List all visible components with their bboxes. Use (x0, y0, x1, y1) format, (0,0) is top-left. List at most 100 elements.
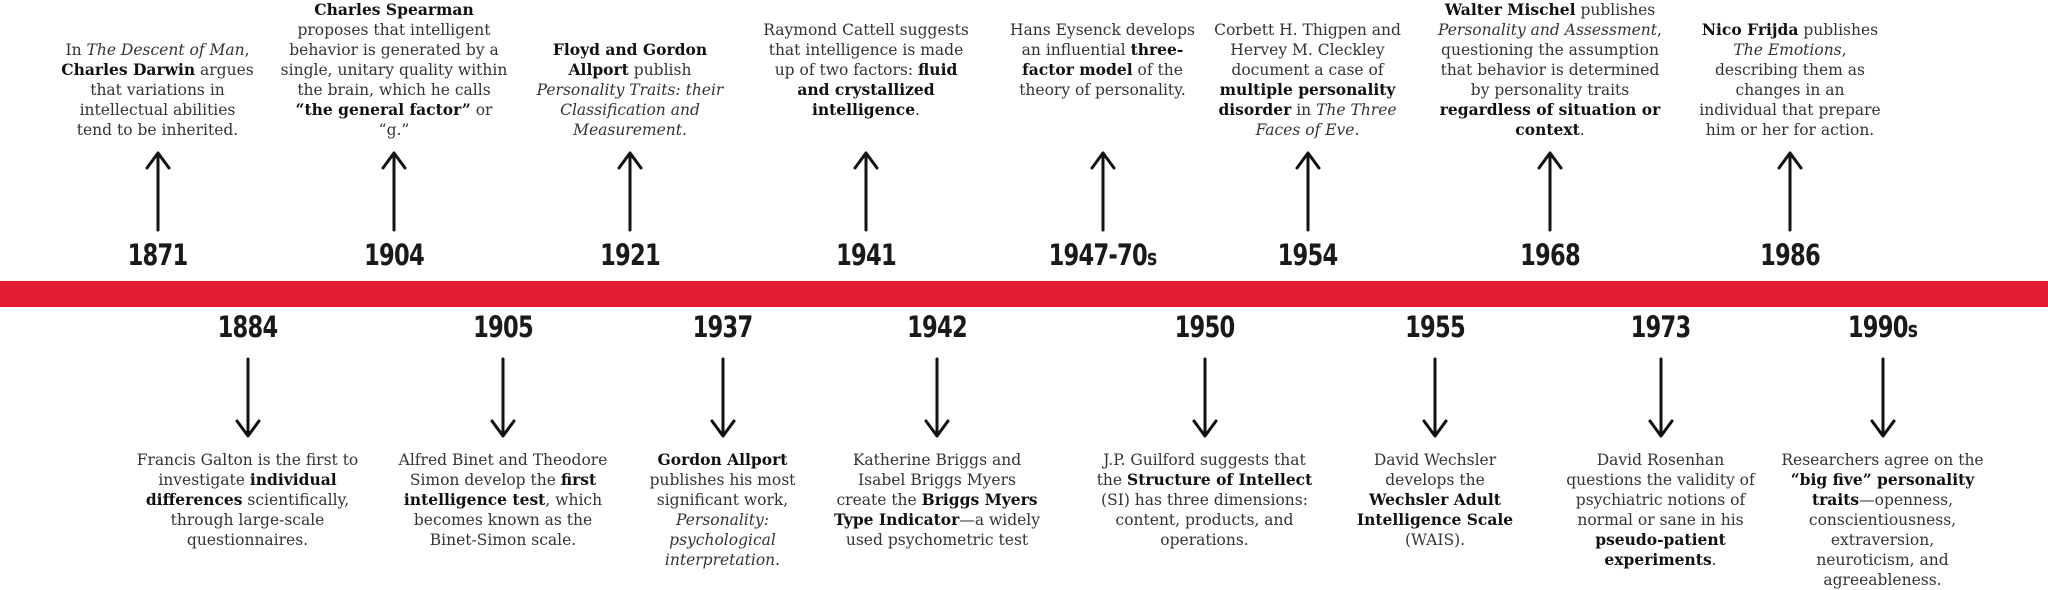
description-text: In (65, 41, 87, 59)
event-description: Katherine Briggs and Isabel Briggs Myers… (832, 450, 1042, 550)
event-1937: 1937 Gordon Allport publishes his most s… (640, 307, 805, 570)
title-italic-text: The Emotions (1733, 41, 1842, 59)
event-1921: Floyd and Gordon Allport publish Persona… (525, 0, 735, 280)
emphasis-bold-text: Wechsler Adult Intelligence Scale (1356, 490, 1514, 529)
event-1941: Raymond Cattell suggests that intelligen… (760, 0, 972, 280)
event-1954: Corbett H. Thigpen and Hervey M. Cleckle… (1200, 0, 1415, 280)
event-description: J.P. Guilford suggests that the Structur… (1092, 450, 1317, 550)
event-description: Francis Galton is the first to investiga… (135, 450, 360, 550)
event-1905: 1905 Alfred Binet and Theodore Simon dev… (392, 307, 614, 570)
event-description: Hans Eysenck develops an influential thr… (1010, 20, 1195, 100)
arrow-up-icon (381, 151, 407, 232)
event-year: 1871 (127, 238, 189, 272)
description-text: . (1354, 121, 1360, 139)
event-1871: In The Descent of Man, Charles Darwin ar… (60, 0, 255, 280)
event-1904: Charles Spearman proposes that intellige… (278, 0, 510, 280)
event-year: 1973 (1630, 310, 1692, 344)
event-year: 1884 (217, 310, 279, 344)
emphasis-bold-text: individual differences (145, 470, 337, 509)
emphasis-bold-text: Floyd and Gordon Allport (552, 40, 708, 79)
description-text: scientifically, through large-scale ques… (170, 491, 350, 549)
emphasis-bold-text: Nico Frijda (1701, 20, 1799, 39)
event-1950: 1950 J.P. Guilford suggests that the Str… (1092, 307, 1317, 570)
emphasis-bold-text: three-factor model (1022, 40, 1184, 79)
description-text: , (244, 41, 250, 59)
event-1884: 1884 Francis Galton is the first to inve… (135, 307, 360, 570)
emphasis-bold-text: Charles Spearman (314, 0, 474, 19)
event-description: Corbett H. Thigpen and Hervey M. Cleckle… (1200, 20, 1415, 140)
event-description: Nico Frijda publishes The Emotions, desc… (1695, 20, 1885, 140)
emphasis-bold-text: Charles Darwin (61, 60, 196, 79)
description-text: . (775, 551, 781, 569)
event-1955: 1955 David Wechsler develops the Wechsle… (1350, 307, 1520, 570)
event-year: 1990s (1847, 310, 1918, 344)
description-text: J.P. Guilford suggests that the (1096, 451, 1306, 489)
event-year: 1968 (1520, 238, 1581, 272)
event-year: 1947-70s (1048, 238, 1158, 272)
event-year: 1905 (473, 310, 534, 344)
emphasis-bold-text: first intelligence test (403, 470, 597, 509)
title-italic-text: The Descent of Man (86, 41, 245, 59)
emphasis-bold-text: “big five” personality traits (1790, 470, 1975, 509)
emphasis-bold-text: Walter Mischel (1444, 0, 1576, 19)
emphasis-bold-text: pseudo-patient experiments (1595, 530, 1726, 569)
emphasis-bold-text: fluid and crystallized intelligence (797, 60, 958, 119)
event-year: 1941 (836, 238, 897, 272)
description-text: Researchers agree on the (1781, 451, 1984, 469)
arrow-up-icon (1295, 151, 1320, 232)
event-1973: 1973 David Rosenhan questions the validi… (1558, 307, 1763, 570)
description-text: proposes that intelligent behavior is ge… (280, 21, 508, 99)
title-italic-text: Personality: psychological interpretatio… (664, 511, 776, 569)
arrow-down-icon (1870, 357, 1895, 438)
description-text: , questioning the assumption that behavi… (1440, 21, 1662, 99)
emphasis-bold-text: “the general factor” (295, 100, 471, 119)
description-text: (SI) has three dimensions: content, prod… (1101, 491, 1308, 549)
description-text: David Rosenhan questions the validity of… (1566, 451, 1755, 529)
event-description: Charles Spearman proposes that intellige… (278, 0, 510, 140)
arrow-down-icon (1648, 357, 1673, 438)
description-text: Francis Galton is the first to investiga… (136, 451, 359, 489)
description-text: . (1579, 121, 1585, 139)
arrow-up-icon (1537, 151, 1563, 232)
event-description: Alfred Binet and Theodore Simon develop … (392, 450, 614, 550)
description-text: , describing them as changes in an indiv… (1699, 41, 1881, 139)
description-text: publishes (1798, 21, 1879, 39)
event-year: 1950 (1174, 310, 1236, 344)
event-year: 1904 (364, 238, 425, 272)
emphasis-bold-text: multiple personality disorder (1218, 80, 1396, 119)
description-text: —openness, conscientiousness, extraversi… (1808, 491, 1957, 589)
arrow-down-icon (1192, 357, 1217, 438)
description-text: . (915, 101, 921, 119)
event-1942: 1942 Katherine Briggs and Isabel Briggs … (832, 307, 1042, 570)
event-description: David Rosenhan questions the validity of… (1558, 450, 1763, 570)
arrow-down-icon (490, 357, 516, 438)
description-text: publishes (1575, 1, 1656, 19)
description-text: . (1711, 551, 1717, 569)
description-text: argues that variations in intellectual a… (76, 61, 254, 139)
emphasis-bold-text: Gordon Allport (657, 450, 788, 469)
event-description: Gordon Allport publishes his most signif… (640, 450, 805, 570)
arrow-down-icon (924, 357, 950, 438)
event-description: Walter Mischel publishes Personality and… (1435, 0, 1665, 140)
emphasis-bold-text: Structure of Intellect (1127, 470, 1313, 489)
event-1986: Nico Frijda publishes The Emotions, desc… (1695, 0, 1885, 280)
description-text: of the theory of personality. (1019, 61, 1186, 99)
arrow-up-icon (853, 151, 879, 232)
description-text: or “g.” (378, 101, 493, 139)
description-text: Hans Eysenck develops an influential (1010, 21, 1195, 59)
arrow-down-icon (710, 357, 735, 438)
event-description: In The Descent of Man, Charles Darwin ar… (60, 40, 255, 140)
description-text: David Wechsler develops the (1373, 451, 1497, 489)
description-text: —a widely used psychometric test (845, 511, 1041, 549)
description-text: (WAIS). (1404, 531, 1466, 549)
event-year: 1921 (600, 238, 661, 272)
event-year: 1954 (1277, 238, 1339, 272)
event-year: 1937 (692, 310, 754, 344)
event-1968: Walter Mischel publishes Personality and… (1435, 0, 1665, 280)
title-italic-text: The Three Faces of Eve (1255, 101, 1397, 139)
arrow-up-icon (1777, 151, 1803, 232)
event-year: 1986 (1760, 238, 1821, 272)
description-text: , which becomes known as the Binet-Simon… (413, 491, 603, 549)
event-description: David Wechsler develops the Wechsler Adu… (1350, 450, 1520, 550)
arrow-down-icon (1422, 357, 1448, 438)
